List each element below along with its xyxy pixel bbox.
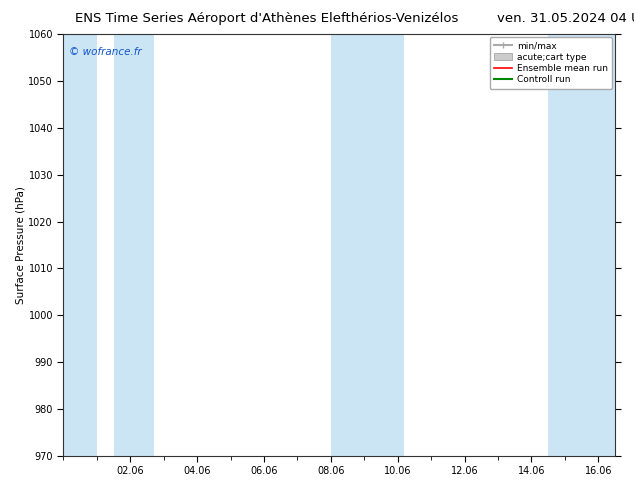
Bar — [548, 34, 615, 456]
Legend: min/max, acute;cart type, Ensemble mean run, Controll run: min/max, acute;cart type, Ensemble mean … — [489, 37, 612, 89]
Bar — [113, 34, 153, 456]
Y-axis label: Surface Pressure (hPa): Surface Pressure (hPa) — [16, 186, 25, 304]
Text: © wofrance.fr: © wofrance.fr — [69, 47, 141, 57]
Text: ENS Time Series Aéroport d'Athènes Elefthérios-Venizélos: ENS Time Series Aéroport d'Athènes Eleft… — [75, 12, 458, 25]
Bar — [331, 34, 404, 456]
Bar — [63, 34, 97, 456]
Text: ven. 31.05.2024 04 UTC: ven. 31.05.2024 04 UTC — [497, 12, 634, 25]
